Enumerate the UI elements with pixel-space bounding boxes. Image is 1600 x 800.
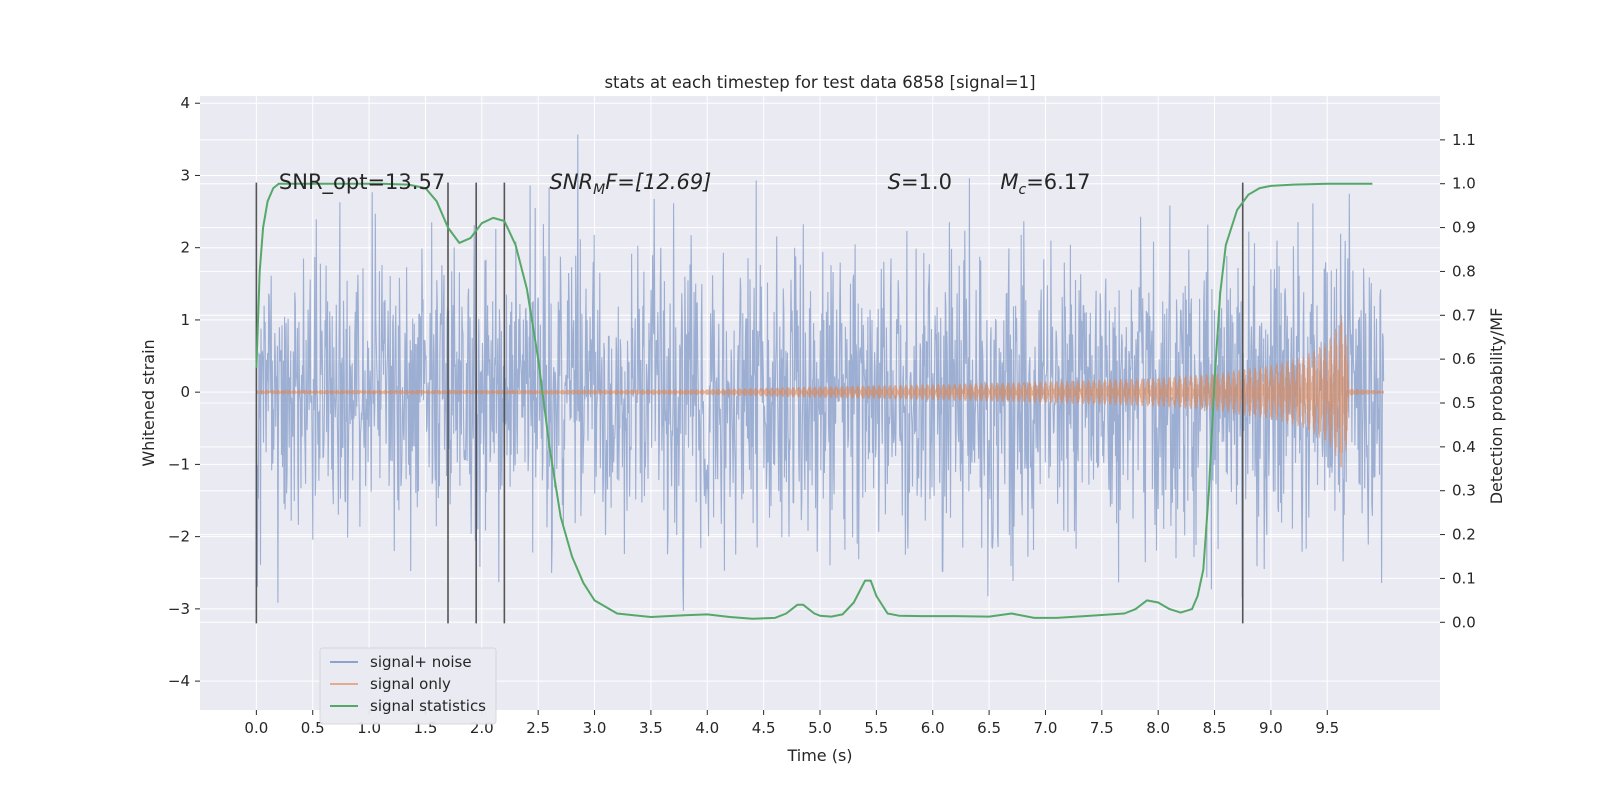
y-axis-label: Whitened strain xyxy=(139,339,158,466)
x-tick-label: 0.0 xyxy=(244,719,268,737)
y2-tick-label: 0.6 xyxy=(1452,350,1476,368)
annotation-subscript: M xyxy=(593,182,605,198)
x-tick-label: 7.0 xyxy=(1034,719,1058,737)
y2-tick-label: 0.7 xyxy=(1452,306,1476,324)
y2-tick-label: 0.1 xyxy=(1452,569,1476,587)
x-tick-label: 6.0 xyxy=(921,719,945,737)
y2-tick-label: 0.5 xyxy=(1452,394,1476,412)
legend-label-signal: signal only xyxy=(370,675,451,693)
series-signal-only xyxy=(255,315,1385,468)
y-tick-label: −3 xyxy=(168,600,190,618)
annotation-snr-opt: SNR_opt=13.57 xyxy=(279,170,445,195)
x-tick-label: 8.5 xyxy=(1203,719,1227,737)
y2-tick-label: 1.0 xyxy=(1452,175,1476,193)
legend: signal+ noise signal only signal statist… xyxy=(319,647,497,725)
annotations: SNR_opt=13.57 SNRMF=[12.69] S=1.0 Mc=6.17 xyxy=(279,170,1091,198)
annotation-subscript: c xyxy=(1018,182,1026,198)
annotation-rest: F=[12.69] xyxy=(605,170,711,194)
x-tick-label: 4.5 xyxy=(752,719,776,737)
annotation-main: SNR xyxy=(549,170,593,194)
x-tick-label: 9.0 xyxy=(1259,719,1283,737)
x-tick-label: 6.5 xyxy=(977,719,1001,737)
y2-tick-label: 0.2 xyxy=(1452,526,1476,544)
x-tick-label: 5.5 xyxy=(864,719,888,737)
y2-tick-label: 0.0 xyxy=(1452,613,1476,631)
x-tick-label: 2.5 xyxy=(526,719,550,737)
y-tick-label: −1 xyxy=(168,455,190,473)
y2-tick-label: 0.9 xyxy=(1452,219,1476,237)
legend-label-statistics: signal statistics xyxy=(370,697,486,715)
x-axis-label: Time (s) xyxy=(786,746,852,765)
y-tick-label: 4 xyxy=(180,94,190,112)
x-tick-label: 3.5 xyxy=(639,719,663,737)
chart-title: stats at each timestep for test data 685… xyxy=(604,73,1035,92)
x-tick-label: 3.0 xyxy=(583,719,607,737)
x-tick-label: 5.0 xyxy=(808,719,832,737)
annotation-rest: =6.17 xyxy=(1026,170,1090,194)
event-lines xyxy=(255,182,1244,624)
y-tick-label: −2 xyxy=(168,528,190,546)
signal-series xyxy=(255,315,1385,468)
y-tick-label: 2 xyxy=(180,239,190,257)
x-tick-label: 4.0 xyxy=(695,719,719,737)
annotation-snr-mf: SNRMF=[12.69] xyxy=(549,170,711,198)
statistics-series xyxy=(255,182,1373,620)
series-signal-noise xyxy=(255,134,1385,611)
annotation-main: S xyxy=(888,170,901,194)
y-tick-label: 3 xyxy=(180,166,190,184)
y2-tick-label: 0.4 xyxy=(1452,438,1476,456)
y2-tick-label: 0.8 xyxy=(1452,262,1476,280)
x-tick-label: 7.5 xyxy=(1090,719,1114,737)
axes: 0.0 0.5 1.0 1.5 2.0 2.5 3.0 3.5 4.0 4.5 5.0 5.5 6.0 6… xyxy=(168,94,1476,737)
legend-box xyxy=(319,647,497,725)
annotation-s-val: S=1.0 xyxy=(888,170,952,194)
y2-tick-label: 0.3 xyxy=(1452,482,1476,500)
y2-axis-label: Detection probability/MF xyxy=(1487,308,1506,505)
noise-series xyxy=(255,134,1385,611)
annotation-rest: =1.0 xyxy=(901,170,952,194)
annotation-main: M xyxy=(1000,170,1018,194)
annotation-mc-val: Mc=6.17 xyxy=(1000,170,1090,198)
y-tick-label: 0 xyxy=(180,383,190,401)
legend-label-noise: signal+ noise xyxy=(370,653,472,671)
x-tick-label: 8.0 xyxy=(1146,719,1170,737)
y2-tick-label: 1.1 xyxy=(1452,131,1476,149)
series-signal-statistics xyxy=(255,182,1373,620)
y-tick-label: 1 xyxy=(180,311,190,329)
y-tick-label: −4 xyxy=(168,672,190,690)
x-tick-label: 0.5 xyxy=(301,719,325,737)
x-tick-label: 9.5 xyxy=(1315,719,1339,737)
